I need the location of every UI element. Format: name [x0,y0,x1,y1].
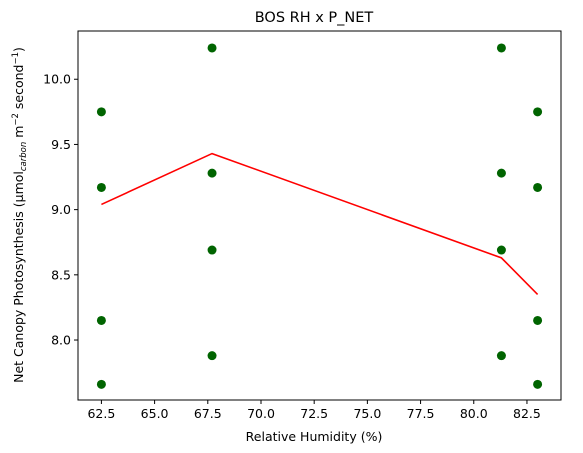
scatter-point [496,168,506,178]
scatter-point [496,43,506,53]
x-tick-label: 62.5 [87,406,115,421]
y-axis-label-m: m [11,126,26,142]
y-axis-label: Net Canopy Photosynthesis (µmolcarbon m−… [11,47,29,383]
y-axis-label-m-sup: −2 [11,113,21,126]
plot-frame [77,30,562,401]
scatter-point [96,315,106,325]
x-tick-label: 72.5 [300,406,328,421]
x-tick-label: 70.0 [247,406,275,421]
x-axis-label: Relative Humidity (%) [246,429,383,444]
y-tick-label: 10.0 [43,72,71,87]
scatter-point [496,351,506,361]
chart-title: BOS RH x P_NET [255,10,374,26]
scatter-point [96,107,106,117]
scatter-point [533,379,543,389]
scatter-point [533,315,543,325]
x-tick-label: 65.0 [141,406,169,421]
trend-line-layer [101,152,539,295]
y-axis-label-suffix: ) [11,47,26,52]
y-axis-label-prefix: Net Canopy Photosynthesis (µmol [11,171,26,383]
y-tick-label: 8.5 [51,267,71,282]
y-tick-label: 8.0 [51,333,71,348]
x-tick-label: 80.0 [460,406,488,421]
scatter-point [96,182,106,192]
x-axis: 62.5 65.0 67.5 70.0 72.5 75.0 77.5 80.0 82.5 [87,400,541,421]
scatter-point [207,168,217,178]
y-tick-label: 9.5 [51,137,71,152]
y-axis-label-sec-sup: −1 [11,52,21,65]
scatter-point [496,245,506,255]
x-tick-label: 77.5 [407,406,435,421]
scatter-point [207,351,217,361]
scatter-points-layer [96,43,543,389]
scatter-point [533,182,543,192]
scatter-point [533,107,543,117]
y-tick-label: 9.0 [51,202,71,217]
scatter-point [207,43,217,53]
y-axis: 8.0 8.5 9.0 9.5 10.0 [43,72,78,348]
scatter-point [96,379,106,389]
scatter-point [207,245,217,255]
x-tick-label: 75.0 [353,406,381,421]
x-tick-label: 82.5 [513,406,541,421]
y-axis-label-sec: second [11,65,26,114]
x-tick-label: 67.5 [194,406,222,421]
y-axis-label-sub: carbon [19,142,29,171]
plot-area [77,30,562,401]
trend-line [101,152,539,295]
